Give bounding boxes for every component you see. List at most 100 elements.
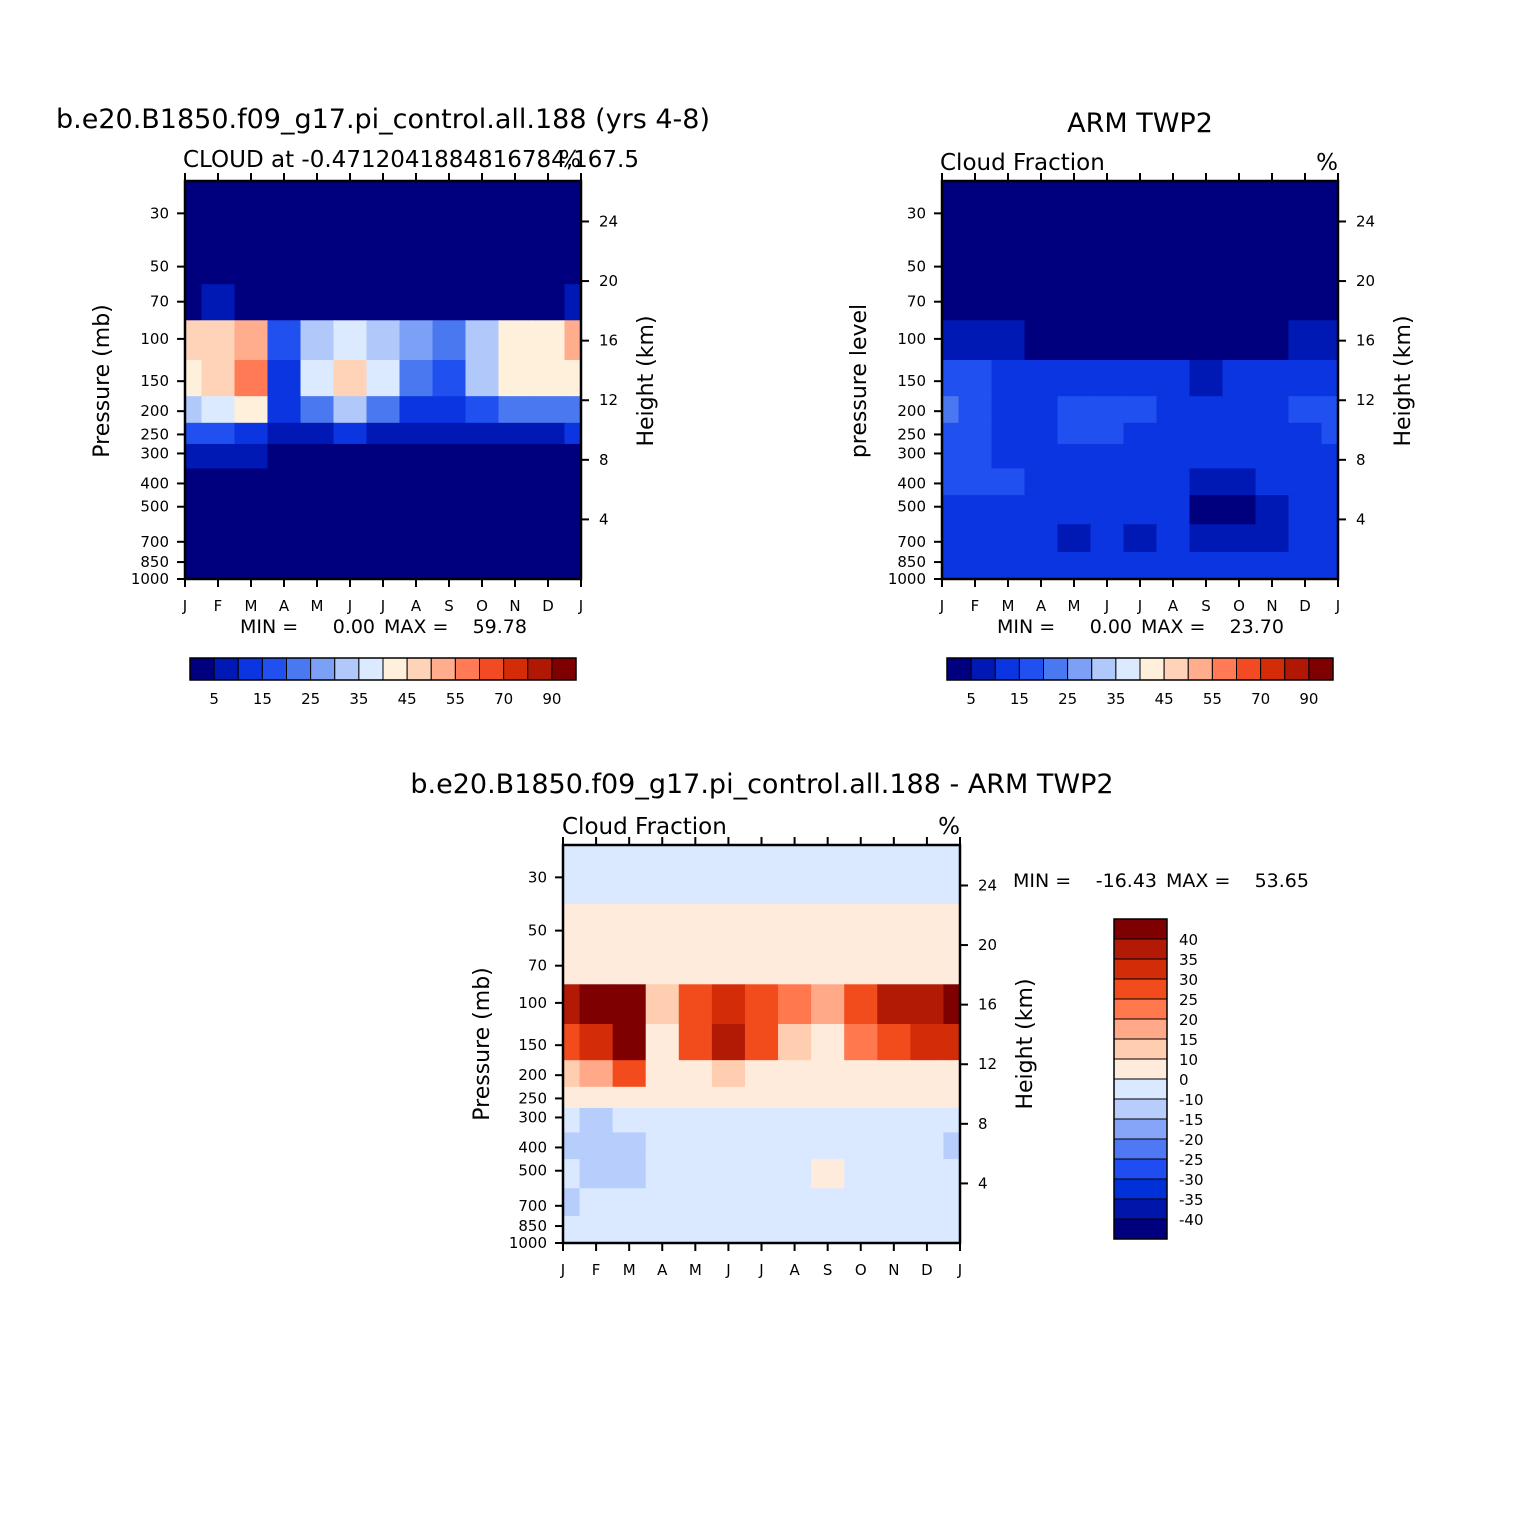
- panel-diff-min-label: MIN =: [1013, 870, 1071, 892]
- y-tick-label: 300: [140, 444, 169, 462]
- heatmap-cell: [465, 551, 500, 572]
- x-tick-label: S: [823, 1261, 833, 1279]
- heatmap-cell: [877, 1234, 911, 1243]
- heatmap-cell: [1189, 320, 1224, 361]
- heatmap-cell: [942, 443, 960, 470]
- colorbar-box: [1113, 938, 1168, 960]
- heatmap-cell: [942, 396, 960, 424]
- heatmap-cell: [1024, 570, 1059, 579]
- y-tick-label: 50: [528, 922, 547, 940]
- heatmap-cell: [778, 903, 812, 949]
- heatmap-cell: [778, 1132, 812, 1160]
- heatmap-cell: [300, 422, 335, 445]
- heatmap-cell: [1090, 468, 1125, 496]
- heatmap-cell: [498, 495, 533, 525]
- panel-diff-colorbar: 40 35 30 25 20 15 10 0 -10 -15 -20 -25 -30 -35 -40: [1113, 918, 1204, 1240]
- heatmap-cell: [991, 443, 1026, 470]
- heatmap-cell: [267, 422, 302, 445]
- heatmap-cell: [1057, 570, 1092, 579]
- colorbar-label: 40: [1179, 931, 1198, 949]
- heatmap-cell: [333, 524, 368, 553]
- heatmap-cell: [844, 1159, 878, 1189]
- heatmap-cell: [1222, 360, 1257, 397]
- heatmap-cell: [1255, 181, 1290, 241]
- heatmap-cell: [267, 284, 302, 321]
- heatmap-cell: [910, 903, 945, 949]
- heatmap-cell: [563, 1215, 581, 1236]
- y-tick-label: 250: [140, 425, 169, 443]
- heatmap-cell: [1222, 468, 1257, 496]
- heatmap-cell: [1321, 239, 1338, 285]
- x-tick-label: F: [592, 1261, 601, 1279]
- y-right-tick-label: 16: [1356, 332, 1375, 350]
- heatmap-cell: [991, 181, 1026, 241]
- heatmap-cell: [531, 422, 566, 445]
- heatmap-cell: [1189, 360, 1224, 397]
- x-tick-label: M: [1068, 597, 1081, 615]
- heatmap-cell: [201, 320, 236, 361]
- heatmap-cell: [1024, 239, 1059, 285]
- heatmap-cell: [958, 239, 993, 285]
- heatmap-cell: [1321, 443, 1338, 470]
- heatmap-cell: [579, 1086, 614, 1109]
- heatmap-cell: [579, 1060, 614, 1088]
- heatmap-cell: [1090, 570, 1125, 579]
- heatmap-cell: [991, 396, 1026, 424]
- heatmap-cell: [711, 1215, 746, 1236]
- heatmap-cell: [1288, 320, 1323, 361]
- heatmap-cell: [563, 1107, 581, 1134]
- y-right-tick-label: 24: [978, 876, 997, 894]
- heatmap-cell: [579, 845, 614, 905]
- heatmap-cell: [333, 239, 368, 285]
- y-right-tick-label: 24: [599, 212, 618, 230]
- heatmap-cell: [877, 948, 911, 985]
- heatmap-cell: [942, 495, 960, 525]
- heatmap-cell: [844, 984, 878, 1025]
- heatmap-cell: [498, 524, 533, 553]
- heatmap-cell: [399, 181, 434, 241]
- heatmap-cell: [612, 1024, 647, 1061]
- heatmap-cell: [399, 360, 434, 397]
- heatmap-cell: [432, 495, 467, 525]
- heatmap-cell: [1321, 320, 1338, 361]
- heatmap-cell: [465, 360, 500, 397]
- heatmap-cell: [991, 468, 1026, 496]
- heatmap-cell: [1024, 396, 1059, 424]
- colorbar-label: -10: [1179, 1091, 1204, 1109]
- heatmap-cell: [563, 1188, 581, 1217]
- heatmap-cell: [1156, 570, 1191, 579]
- x-tick-label: J: [578, 597, 583, 615]
- heatmap-cell: [910, 1024, 945, 1061]
- heatmap-cell: [1024, 320, 1059, 361]
- y-tick-label: 150: [140, 372, 169, 390]
- x-tick-label: J: [1335, 597, 1340, 615]
- heatmap-cell: [844, 903, 878, 949]
- x-tick-label: O: [855, 1261, 867, 1279]
- heatmap-cell: [910, 1086, 945, 1109]
- heatmap-cell: [645, 948, 680, 985]
- colorbar-box: [479, 657, 505, 681]
- panel-model-stats: MIN = 0.00 MAX = 59.78: [240, 616, 527, 638]
- colorbar-box: [994, 657, 1020, 681]
- heatmap-cell: [267, 570, 302, 579]
- heatmap-cell: [366, 239, 401, 285]
- colorbar-label: -30: [1179, 1171, 1204, 1189]
- colorbar-box: [1308, 657, 1334, 681]
- heatmap-cell: [465, 239, 500, 285]
- heatmap-cell: [942, 422, 960, 445]
- heatmap-cell: [300, 284, 335, 321]
- heatmap-cell: [579, 1024, 614, 1061]
- heatmap-cell: [1024, 524, 1059, 553]
- y-right-tick-label: 8: [599, 451, 609, 469]
- heatmap-cell: [465, 468, 500, 496]
- heatmap-cell: [234, 468, 269, 496]
- heatmap-cell: [234, 422, 269, 445]
- x-tick-label: A: [789, 1261, 800, 1279]
- heatmap-cell: [1255, 443, 1290, 470]
- panel-model-ylabel: Pressure (mb): [90, 304, 115, 458]
- colorbar-label: -35: [1179, 1191, 1204, 1209]
- y-right-tick-label: 12: [978, 1055, 997, 1073]
- heatmap-cell: [531, 239, 566, 285]
- y-tick-label: 300: [518, 1108, 547, 1126]
- heatmap-cell: [943, 1234, 960, 1243]
